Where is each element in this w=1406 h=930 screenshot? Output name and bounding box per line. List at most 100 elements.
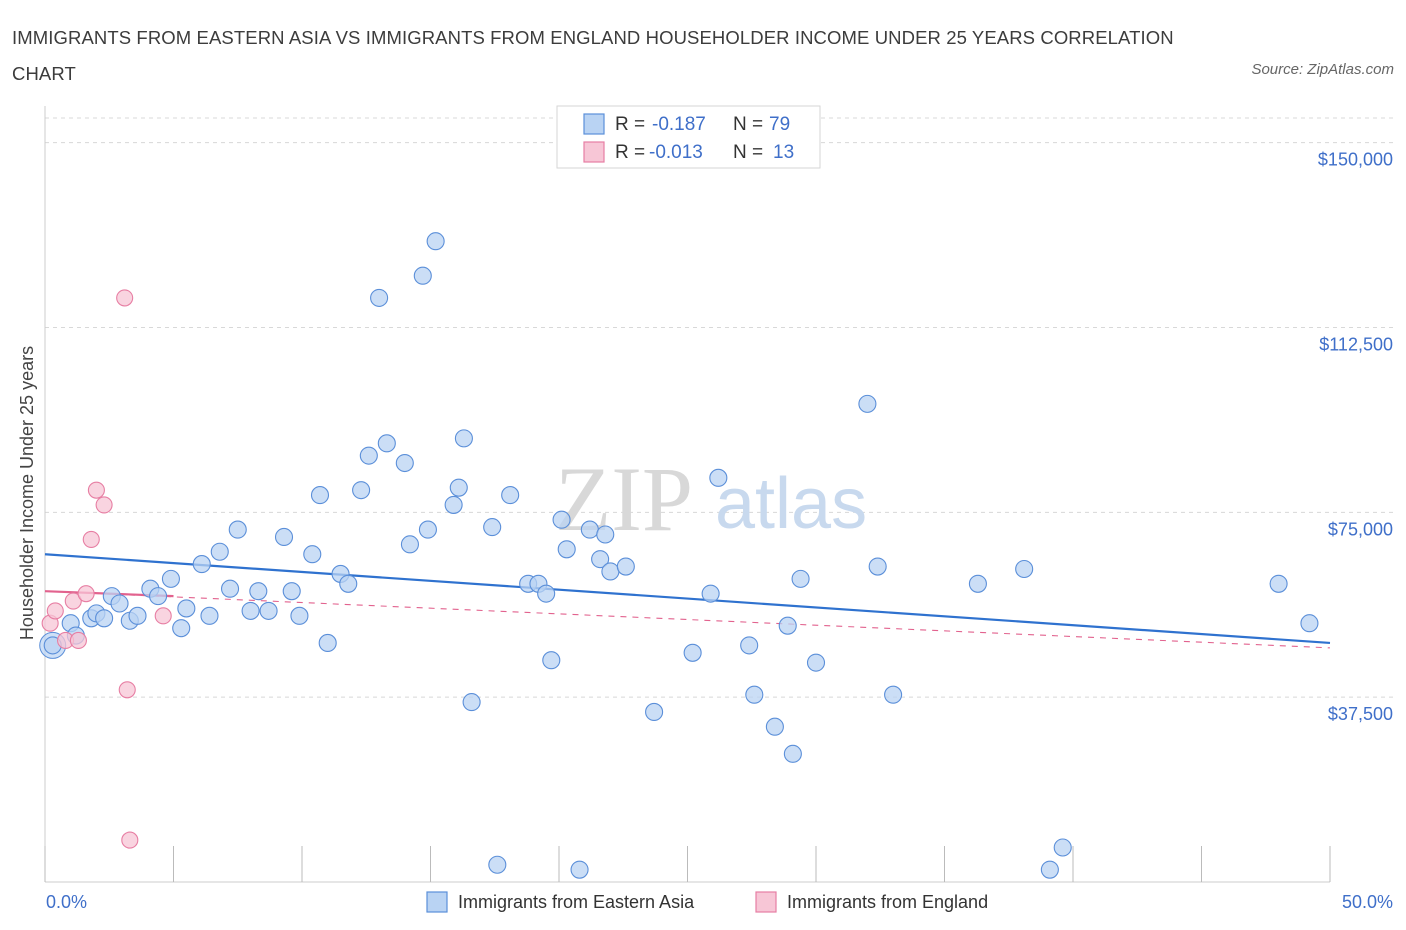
trend-lines — [44, 553, 1331, 649]
point-eastern-asia — [282, 582, 301, 601]
point-england — [64, 592, 82, 610]
trend-line-eastern-asia — [44, 553, 1331, 645]
point-eastern-asia — [359, 446, 378, 465]
point-eastern-asia — [161, 569, 180, 588]
point-eastern-asia — [318, 633, 337, 652]
point-eastern-asia — [400, 535, 419, 554]
point-eastern-asia — [303, 545, 322, 564]
point-eastern-asia — [177, 599, 196, 618]
point-eastern-asia — [449, 478, 468, 497]
point-eastern-asia — [339, 574, 358, 593]
legend-n-value-pink: 13 — [773, 142, 794, 163]
point-england — [82, 530, 100, 548]
y-tick-label: $150,000 — [1318, 150, 1393, 170]
point-eastern-asia — [488, 855, 507, 874]
legend-n-label-pink: N = — [733, 142, 763, 163]
legend-swatch-pink — [583, 141, 605, 163]
point-eastern-asia — [868, 557, 887, 576]
point-eastern-asia — [601, 562, 620, 581]
chart-title: IMMIGRANTS FROM EASTERN ASIA VS IMMIGRAN… — [12, 27, 1174, 84]
point-eastern-asia — [377, 434, 396, 453]
point-england — [69, 631, 87, 650]
point-eastern-asia — [858, 394, 877, 413]
point-eastern-asia — [210, 542, 229, 561]
point-england — [95, 496, 113, 514]
point-eastern-asia — [968, 574, 987, 593]
point-eastern-asia — [1040, 860, 1059, 879]
bottom-legend-swatch-pink — [755, 891, 777, 913]
point-eastern-asia — [596, 525, 615, 544]
y-tick-label: $112,500 — [1319, 334, 1393, 354]
point-eastern-asia — [884, 685, 903, 704]
point-eastern-asia — [783, 744, 802, 763]
point-eastern-asia — [310, 486, 330, 505]
point-eastern-asia — [580, 520, 599, 539]
point-eastern-asia — [249, 582, 268, 601]
point-eastern-asia — [616, 557, 635, 576]
watermark: ZIP atlas — [555, 448, 867, 550]
legend-n-value-blue: 79 — [769, 114, 790, 135]
legend-n-label-blue: N = — [733, 114, 763, 135]
point-england — [116, 289, 134, 307]
point-eastern-asia — [228, 520, 247, 539]
data-points — [39, 232, 1319, 879]
point-eastern-asia — [426, 232, 445, 251]
y-tick-labels: $37,500 $75,000 $112,500 $150,000 — [1318, 150, 1393, 725]
x-tick-label-max: 50.0% — [1342, 892, 1393, 912]
legend-r-value-pink: -0.013 — [649, 142, 703, 163]
point-eastern-asia — [220, 579, 240, 598]
point-eastern-asia — [570, 860, 589, 879]
point-eastern-asia — [1015, 559, 1034, 579]
point-eastern-asia — [192, 555, 211, 574]
point-eastern-asia — [395, 453, 414, 473]
point-eastern-asia — [483, 518, 502, 537]
point-eastern-asia — [259, 601, 278, 620]
point-eastern-asia — [645, 702, 664, 721]
point-england — [121, 831, 139, 849]
point-england — [118, 681, 136, 699]
point-eastern-asia — [591, 550, 610, 569]
point-eastern-asia — [683, 643, 702, 662]
point-eastern-asia — [462, 693, 481, 712]
point-eastern-asia — [454, 429, 473, 448]
point-eastern-asia — [172, 619, 191, 638]
y-axis-title: Householder Income Under 25 years — [17, 346, 37, 640]
point-eastern-asia — [1269, 574, 1288, 593]
point-eastern-asia — [274, 527, 294, 547]
point-eastern-asia — [290, 606, 309, 625]
point-eastern-asia — [537, 584, 556, 603]
point-eastern-asia — [778, 616, 797, 635]
point-eastern-asia — [149, 587, 168, 606]
trend-line-england-dashed — [44, 590, 1331, 649]
point-eastern-asia — [745, 685, 764, 704]
watermark-atlas: atlas — [715, 464, 867, 544]
point-eastern-asia — [418, 520, 437, 539]
point-eastern-asia — [370, 288, 389, 307]
point-eastern-asia — [740, 636, 759, 655]
y-tick-label: $37,500 — [1328, 704, 1393, 724]
bottom-legend-label-pink: Immigrants from England — [787, 892, 988, 912]
bottom-legend: Immigrants from Eastern Asia Immigrants … — [426, 891, 988, 913]
point-eastern-asia — [709, 468, 728, 487]
legend-swatch-blue — [583, 113, 605, 135]
legend-r-label-blue: R = — [615, 114, 645, 135]
legend-r-value-blue: -0.187 — [652, 114, 706, 135]
point-eastern-asia — [444, 495, 463, 514]
watermark-zip: ZIP — [555, 448, 693, 550]
axes — [44, 106, 1331, 883]
point-eastern-asia — [701, 584, 720, 603]
point-eastern-asia — [413, 266, 432, 285]
point-eastern-asia — [557, 540, 576, 559]
point-england — [46, 602, 64, 620]
point-eastern-asia — [765, 717, 784, 736]
point-eastern-asia — [1053, 838, 1072, 857]
point-eastern-asia — [95, 609, 114, 628]
point-eastern-asia — [352, 481, 371, 500]
point-eastern-asia — [791, 569, 810, 588]
point-eastern-asia — [241, 601, 260, 620]
point-eastern-asia — [200, 606, 219, 625]
point-eastern-asia — [501, 486, 520, 505]
bottom-legend-swatch-blue — [426, 891, 448, 913]
point-eastern-asia — [110, 594, 129, 613]
